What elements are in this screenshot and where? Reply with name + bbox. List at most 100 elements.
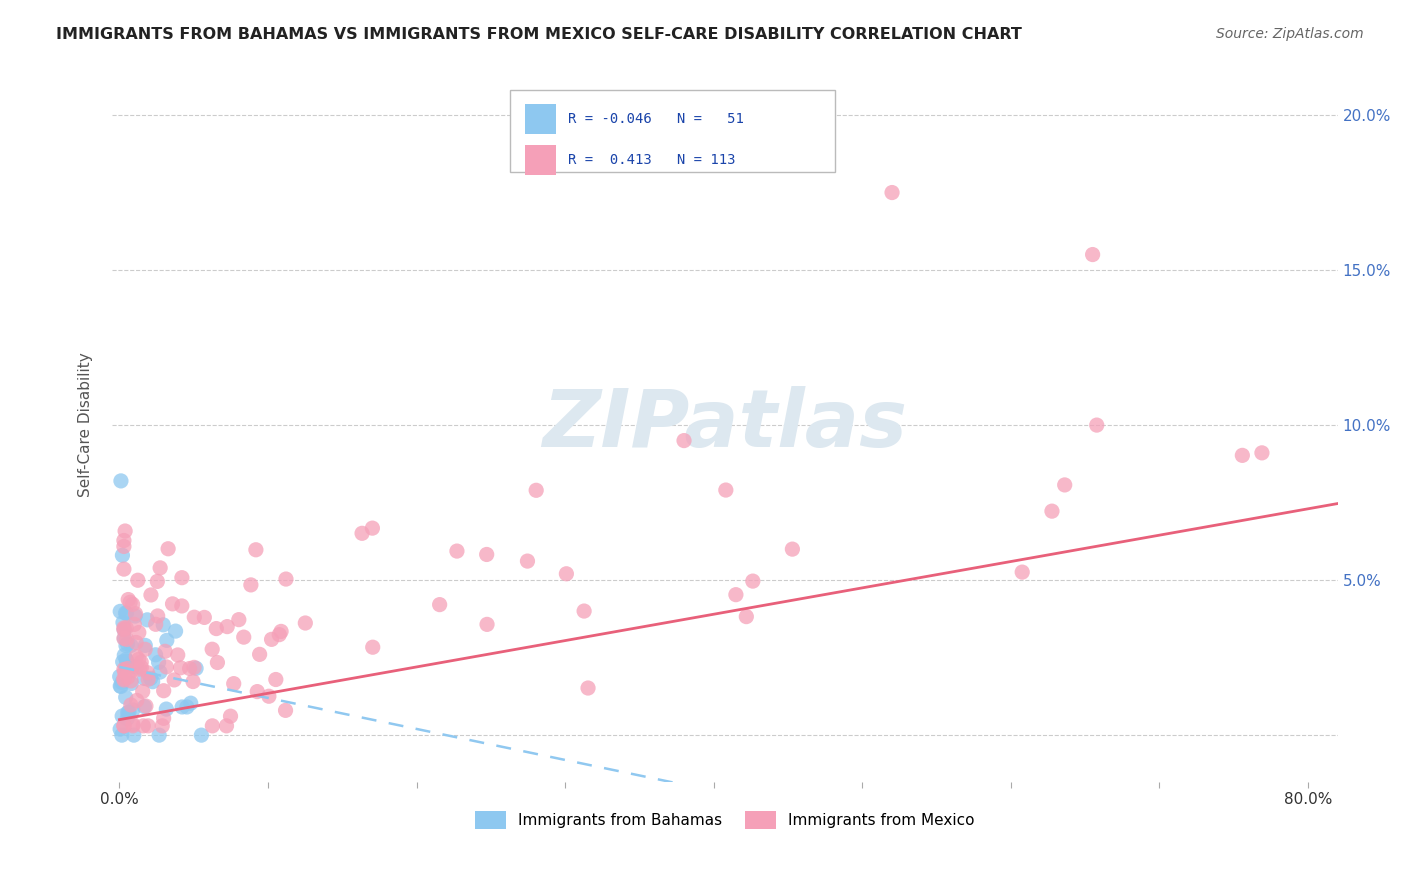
Point bbox=[219, 709, 242, 723]
Point bbox=[120, 664, 142, 678]
Point bbox=[112, 719, 135, 733]
Point bbox=[172, 700, 194, 714]
Point bbox=[1251, 446, 1274, 460]
Point bbox=[139, 588, 162, 602]
Point bbox=[110, 680, 132, 694]
Bar bbox=[510, 90, 835, 172]
Point bbox=[201, 642, 224, 657]
Point bbox=[152, 711, 174, 725]
Point bbox=[176, 700, 198, 714]
Point bbox=[115, 621, 138, 635]
Point bbox=[135, 699, 157, 714]
Point bbox=[270, 624, 292, 639]
Point bbox=[139, 671, 162, 685]
Point bbox=[257, 690, 280, 704]
Point bbox=[157, 541, 180, 556]
Point bbox=[166, 648, 188, 662]
Point bbox=[142, 674, 165, 689]
Point bbox=[735, 609, 758, 624]
Point bbox=[155, 660, 177, 674]
Point bbox=[112, 719, 135, 733]
Point bbox=[145, 617, 167, 632]
Point bbox=[128, 662, 150, 676]
Point bbox=[170, 571, 193, 585]
Point bbox=[122, 728, 145, 742]
Point bbox=[131, 660, 153, 674]
Point bbox=[1040, 504, 1063, 518]
Point bbox=[152, 683, 174, 698]
Point bbox=[555, 566, 578, 581]
Point bbox=[269, 628, 291, 642]
Point bbox=[127, 573, 149, 587]
Point bbox=[148, 655, 170, 669]
Point bbox=[149, 665, 172, 679]
Point bbox=[114, 690, 136, 705]
Point bbox=[274, 703, 297, 717]
Point bbox=[165, 624, 187, 639]
Text: R =  0.413   N = 113: R = 0.413 N = 113 bbox=[568, 153, 735, 167]
Point bbox=[181, 674, 204, 689]
Point bbox=[124, 609, 146, 624]
Point bbox=[134, 639, 156, 653]
Point bbox=[183, 610, 205, 624]
Point bbox=[121, 703, 143, 717]
Point bbox=[136, 613, 159, 627]
Point bbox=[1232, 449, 1254, 463]
Point bbox=[131, 684, 153, 698]
Point bbox=[136, 665, 159, 680]
Point bbox=[179, 661, 201, 675]
Point bbox=[115, 639, 138, 653]
Point bbox=[125, 693, 148, 707]
Point bbox=[245, 542, 267, 557]
Point bbox=[112, 632, 135, 646]
Point bbox=[132, 719, 155, 733]
Point bbox=[228, 613, 250, 627]
Point bbox=[145, 648, 167, 662]
Point bbox=[121, 598, 143, 612]
Point bbox=[115, 654, 138, 668]
Point bbox=[1053, 478, 1076, 492]
Point bbox=[115, 659, 138, 673]
Point bbox=[361, 640, 384, 655]
Point bbox=[215, 719, 238, 733]
Point bbox=[112, 623, 135, 637]
Point bbox=[201, 719, 224, 733]
Point bbox=[122, 719, 145, 733]
Point bbox=[205, 622, 228, 636]
Point bbox=[117, 592, 139, 607]
Point bbox=[180, 696, 202, 710]
Text: R = -0.046   N =   51: R = -0.046 N = 51 bbox=[568, 112, 744, 126]
Point bbox=[152, 617, 174, 632]
Point bbox=[120, 673, 142, 688]
Point bbox=[239, 578, 262, 592]
Point bbox=[129, 655, 152, 669]
Point bbox=[112, 533, 135, 548]
Point bbox=[112, 623, 135, 637]
Bar bbox=[524, 145, 555, 175]
Point bbox=[124, 607, 146, 621]
Point bbox=[361, 521, 384, 535]
Point bbox=[260, 632, 283, 647]
Point bbox=[120, 698, 142, 712]
Point bbox=[294, 615, 316, 630]
Point bbox=[114, 606, 136, 620]
Point bbox=[714, 483, 737, 497]
Point bbox=[134, 672, 156, 686]
Y-axis label: Self-Care Disability: Self-Care Disability bbox=[79, 352, 93, 498]
Point bbox=[115, 632, 138, 647]
Point bbox=[576, 681, 599, 695]
Text: Source: ZipAtlas.com: Source: ZipAtlas.com bbox=[1216, 27, 1364, 41]
Point bbox=[111, 675, 134, 690]
Point bbox=[117, 670, 139, 684]
Point bbox=[1011, 565, 1033, 579]
Point bbox=[170, 599, 193, 613]
Point bbox=[122, 717, 145, 731]
Point bbox=[146, 574, 169, 589]
Point bbox=[724, 588, 747, 602]
Point bbox=[111, 615, 134, 630]
Point bbox=[111, 728, 134, 742]
Point bbox=[153, 644, 176, 658]
Point bbox=[155, 702, 177, 716]
Point bbox=[120, 676, 142, 690]
Point bbox=[112, 663, 135, 677]
